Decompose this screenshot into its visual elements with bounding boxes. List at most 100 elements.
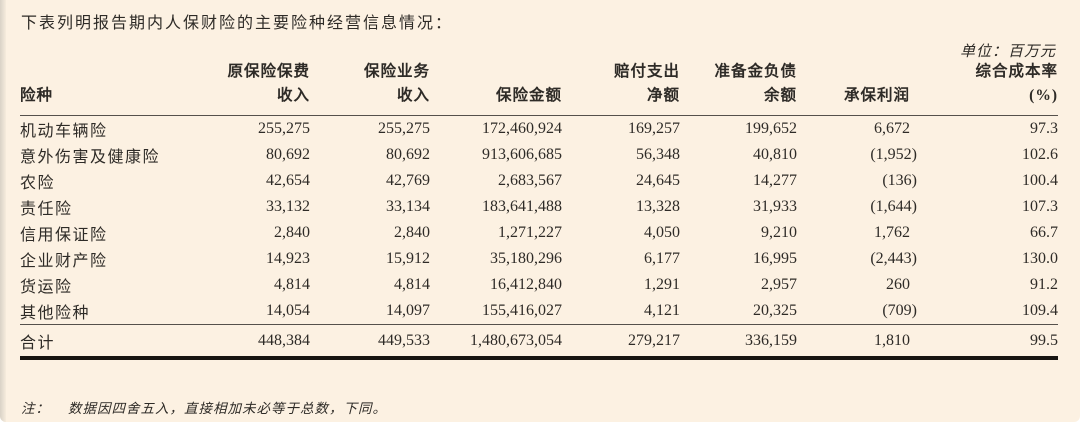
value-cell: (1,952) <box>870 146 917 164</box>
value-cell: 100.4 <box>1022 172 1058 190</box>
row-label-cell: 机动车辆险 <box>20 123 108 141</box>
value-cell: 279,217 <box>562 324 680 361</box>
table-row: 信用保证险 2,840 2,840 1,271,227 4,050 9,210 1,762 6… <box>20 220 1058 246</box>
value-cell: 4,814 <box>274 276 310 294</box>
table-header: 险种 原保险保费 收入 保险业务 收入 保险金额 赔付支出 净额 准备金负债 余额 承保利润 综合成本… <box>20 60 1058 117</box>
value-cell: 172,460,924 <box>482 120 562 138</box>
row-label-cell: 企业财产险 <box>20 253 108 271</box>
unit-label: 单位：百万元 <box>959 44 1056 60</box>
value-cell: 80,692 <box>266 146 310 164</box>
value-cell: 1,810 <box>797 324 910 361</box>
value-cell: 336,159 <box>680 324 797 361</box>
value-cell: 80,692 <box>386 146 430 164</box>
column-header: 险种 <box>20 60 200 117</box>
value-cell: 107.3 <box>1022 198 1058 216</box>
section-intro-text: 下表列明报告期内人保财险的主要险种经营信息情况： <box>21 15 454 32</box>
value-cell: 169,257 <box>628 120 680 138</box>
value-cell: (1,644) <box>870 198 917 216</box>
value-cell: 56,348 <box>636 146 680 164</box>
row-label-cell: 信用保证险 <box>20 227 108 245</box>
value-cell: 13,328 <box>636 198 680 216</box>
row-label-cell: 意外伤害及健康险 <box>20 149 161 167</box>
table-body: 机动车辆险 255,275 255,275 172,460,924 169,257 199… <box>20 116 1058 361</box>
value-cell: 1,291 <box>644 276 680 294</box>
value-cell: 2,957 <box>761 276 797 294</box>
value-cell: 109.4 <box>1022 302 1058 320</box>
value-cell: 1,271,227 <box>498 224 562 242</box>
row-label-cell: 农险 <box>20 175 56 193</box>
value-cell: 2,840 <box>394 224 430 242</box>
value-cell: 35,180,296 <box>490 250 562 268</box>
value-cell: 449,533 <box>310 324 430 361</box>
row-label-cell: 责任险 <box>20 201 73 219</box>
table-row: 意外伤害及健康险 80,692 80,692 913,606,685 56,348 40,… <box>20 142 1058 168</box>
value-cell: 31,933 <box>753 198 797 216</box>
table-row: 企业财产险 14,923 15,912 35,180,296 6,177 16,995 (2… <box>20 246 1058 272</box>
value-cell: 199,652 <box>745 120 797 138</box>
table-row: 货运险 4,814 4,814 16,412,840 1,291 2,957 260 91.2 <box>20 272 1058 298</box>
column-header: 原保险保费 收入 <box>200 60 310 117</box>
value-cell: 91.2 <box>1030 276 1058 294</box>
value-cell: 6,672 <box>874 120 910 138</box>
value-cell: 14,097 <box>386 302 430 320</box>
table-row: 责任险 33,132 33,134 183,641,488 13,328 31,933 (1… <box>20 194 1058 220</box>
footnote-marker: 注： <box>21 401 50 416</box>
page-edge-shadow <box>0 0 6 422</box>
value-cell: 20,325 <box>753 302 797 320</box>
value-cell: 2,840 <box>274 224 310 242</box>
column-header: 综合成本率 (%) <box>910 60 1058 117</box>
value-cell: 183,641,488 <box>482 198 562 216</box>
insurance-table: 险种 原保险保费 收入 保险业务 收入 保险金额 赔付支出 净额 准备金负债 余额 承保利润 综合成本… <box>20 60 1058 361</box>
table-row: 其他险种 14,054 14,097 155,416,027 4,121 20,325 (7… <box>20 298 1058 325</box>
value-cell: 255,275 <box>378 120 430 138</box>
value-cell: (2,443) <box>870 250 917 268</box>
column-header: 准备金负债 余额 <box>680 60 797 117</box>
value-cell: 16,412,840 <box>490 276 562 294</box>
value-cell: 6,177 <box>644 250 680 268</box>
value-cell: 448,384 <box>200 324 310 361</box>
total-row: 合计 448,384 449,533 1,480,673,054 279,217 336,… <box>20 324 1058 361</box>
column-header: 赔付支出 净额 <box>562 60 680 117</box>
value-cell: (136) <box>882 172 917 190</box>
column-header: 承保利润 <box>797 60 910 117</box>
value-cell: 33,132 <box>266 198 310 216</box>
value-cell: 40,810 <box>753 146 797 164</box>
row-label-cell: 货运险 <box>20 279 73 297</box>
value-cell: 14,054 <box>266 302 310 320</box>
column-header: 保险业务 收入 <box>310 60 430 117</box>
footnote: 注： 数据因四舍五入，直接相加未必等于总数，下同。 <box>21 397 387 417</box>
value-cell: 42,769 <box>386 172 430 190</box>
value-cell: 9,210 <box>761 224 797 242</box>
table-row: 农险 42,654 42,769 2,683,567 24,645 14,277 (136)… <box>20 168 1058 194</box>
value-cell: 130.0 <box>1022 250 1058 268</box>
value-cell: 66.7 <box>1030 224 1058 242</box>
table-header-row: 险种 原保险保费 收入 保险业务 收入 保险金额 赔付支出 净额 准备金负债 余额 承保利润 综合成本… <box>20 60 1058 117</box>
value-cell: 16,995 <box>753 250 797 268</box>
value-cell: (709) <box>882 302 917 320</box>
value-cell: 14,277 <box>753 172 797 190</box>
value-cell: 4,121 <box>644 302 680 320</box>
value-cell: 4,814 <box>394 276 430 294</box>
column-header: 保险金额 <box>430 60 562 117</box>
value-cell: 1,480,673,054 <box>430 324 562 361</box>
footnote-text: 数据因四舍五入，直接相加未必等于总数，下同。 <box>68 401 387 416</box>
value-cell: 1,762 <box>874 224 910 242</box>
value-cell: 14,923 <box>266 250 310 268</box>
row-label-cell: 合计 <box>20 324 200 361</box>
value-cell: 97.3 <box>1030 120 1058 138</box>
value-cell: 260 <box>886 276 910 294</box>
value-cell: 255,275 <box>258 120 310 138</box>
row-label-cell: 其他险种 <box>20 305 91 323</box>
value-cell: 2,683,567 <box>498 172 562 190</box>
value-cell: 4,050 <box>644 224 680 242</box>
value-cell: 42,654 <box>266 172 310 190</box>
value-cell: 99.5 <box>910 324 1058 361</box>
value-cell: 24,645 <box>636 172 680 190</box>
table-row: 机动车辆险 255,275 255,275 172,460,924 169,257 199… <box>20 116 1058 143</box>
value-cell: 15,912 <box>386 250 430 268</box>
value-cell: 155,416,027 <box>482 302 562 320</box>
value-cell: 913,606,685 <box>482 146 562 164</box>
value-cell: 33,134 <box>386 198 430 216</box>
value-cell: 102.6 <box>1022 146 1058 164</box>
document-page: 下表列明报告期内人保财险的主要险种经营信息情况： 单位：百万元 险种 原保险保费收… <box>0 0 1080 422</box>
